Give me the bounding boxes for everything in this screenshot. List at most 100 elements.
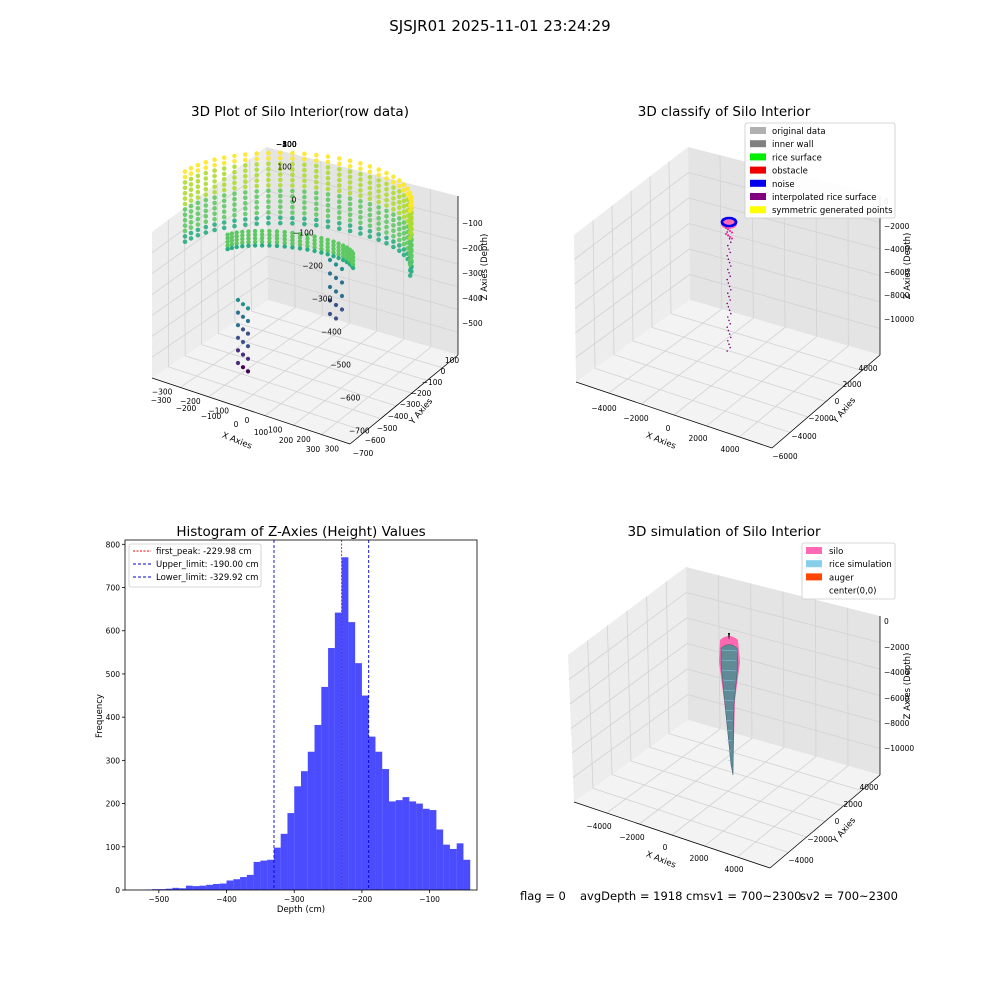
flag-text: flag = 0 xyxy=(520,889,566,903)
y-axis-line xyxy=(349,354,459,445)
data-point xyxy=(240,229,245,235)
data-point xyxy=(182,228,188,234)
data-point xyxy=(282,229,287,235)
data-point xyxy=(212,222,217,227)
histogram-bar xyxy=(361,695,369,890)
y-tick-label: −600 xyxy=(365,436,386,445)
plot-area: −500 −400 −300 −200 −100 0 100 200 300 400 500 600 7… xyxy=(106,539,478,904)
y-tick-label: 500 xyxy=(106,670,121,679)
data-point xyxy=(240,327,246,332)
data-point xyxy=(367,228,373,234)
y-tick-label: 400 xyxy=(106,713,121,722)
data-point xyxy=(259,239,265,244)
data-point xyxy=(297,231,303,237)
data-point xyxy=(290,241,295,246)
data-point xyxy=(391,228,396,234)
histogram-bar xyxy=(402,797,410,890)
data-point xyxy=(195,184,201,189)
data-point xyxy=(278,150,283,156)
histogram-bar xyxy=(307,751,315,890)
data-point xyxy=(407,224,413,230)
data-point xyxy=(376,221,382,226)
y-tick-label: −500 xyxy=(330,361,351,370)
data-point xyxy=(290,183,295,188)
data-point xyxy=(203,203,209,208)
data-point xyxy=(302,211,307,216)
data-point xyxy=(339,293,345,299)
z-tick-label: −2000 xyxy=(884,222,910,231)
data-point xyxy=(337,221,342,226)
data-point xyxy=(221,187,227,193)
data-point xyxy=(212,184,217,190)
x-tick-label: −300 xyxy=(152,388,173,397)
obstacle-point xyxy=(725,233,727,235)
data-point xyxy=(337,161,342,167)
data-point xyxy=(290,230,295,236)
data-point xyxy=(397,237,402,243)
data-point xyxy=(302,216,307,221)
back-pane xyxy=(686,567,880,775)
grid-line xyxy=(236,323,350,407)
obstacle-point xyxy=(731,237,733,240)
tick-labels: −4000−2000020004000400020000−2000−4000−6… xyxy=(591,197,914,461)
data-point xyxy=(409,199,414,204)
histogram-bar xyxy=(213,883,220,890)
data-point xyxy=(325,165,331,170)
data-point xyxy=(376,183,382,189)
grid-line xyxy=(572,694,881,778)
data-point xyxy=(397,221,402,227)
legend-label: rice simulation xyxy=(829,560,892,570)
data-point xyxy=(384,197,389,203)
data-point xyxy=(314,212,319,217)
y-tick-label: 2000 xyxy=(843,800,862,809)
data-point xyxy=(325,170,331,176)
data-point xyxy=(340,247,346,252)
x-tick-label: 100 xyxy=(268,425,283,434)
data-point xyxy=(290,221,295,226)
data-point xyxy=(391,217,396,223)
data-point xyxy=(274,240,280,245)
data-point xyxy=(212,200,217,206)
interpolated-point xyxy=(729,323,731,325)
x-axis-line xyxy=(573,801,771,869)
data-point xyxy=(225,246,230,252)
histogram-bar xyxy=(463,859,471,890)
data-point xyxy=(305,243,310,249)
x-tick-label: −200 xyxy=(352,895,373,904)
data-point xyxy=(401,236,407,241)
interpolated-point xyxy=(730,265,732,267)
data-point xyxy=(243,200,248,206)
x-tick-label: −100 xyxy=(419,895,440,904)
data-point xyxy=(254,189,259,194)
data-point xyxy=(391,174,396,180)
data-point xyxy=(240,302,246,307)
data-point xyxy=(358,215,363,220)
data-point xyxy=(391,201,396,207)
legend-swatch xyxy=(806,573,822,581)
z-axis-label: Z Axies (Depth) xyxy=(903,233,913,300)
data-point xyxy=(314,217,319,223)
panel-classify: 3D classify of Silo Interior −4000−20000… xyxy=(574,104,914,461)
data-point xyxy=(235,297,241,303)
interpolated-point xyxy=(729,299,731,301)
data-point xyxy=(290,150,295,156)
data-point xyxy=(212,157,217,163)
data-point xyxy=(367,207,373,212)
data-point xyxy=(278,204,283,210)
interpolated-point xyxy=(728,272,730,274)
data-point xyxy=(235,310,241,315)
data-point xyxy=(384,176,389,181)
data-point xyxy=(274,229,280,234)
interpolated-point xyxy=(726,350,728,352)
grid-line xyxy=(670,313,863,371)
data-point xyxy=(278,177,283,183)
data-point xyxy=(297,246,303,251)
data-point xyxy=(384,241,389,246)
data-point xyxy=(203,187,209,192)
data-point xyxy=(391,239,396,244)
data-point xyxy=(325,224,331,230)
data-point xyxy=(314,174,319,179)
data-point xyxy=(312,248,317,254)
interpolated-point xyxy=(728,343,730,346)
surface-mesh-line xyxy=(720,649,738,652)
